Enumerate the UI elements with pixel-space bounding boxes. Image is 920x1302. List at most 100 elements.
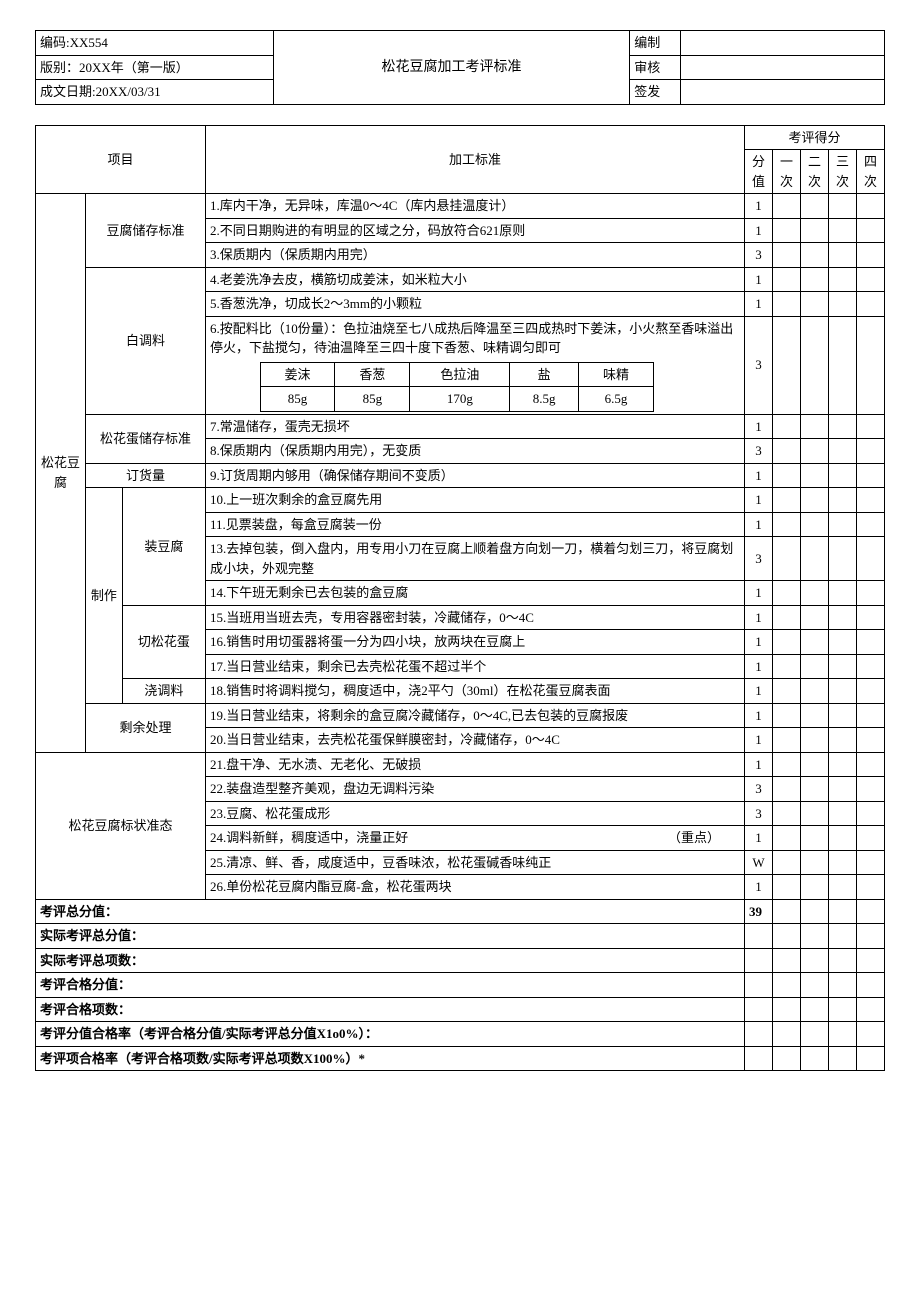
- row-score: 1: [755, 879, 762, 894]
- row-score: 1: [755, 683, 762, 698]
- summary-row: 考评合格项数：: [36, 997, 885, 1022]
- row-score: 3: [755, 781, 762, 796]
- row-score: 1: [755, 517, 762, 532]
- sum-rate1: 考评分值合格率（考评合格分值/实际考评总分值X1o0%）：: [40, 1026, 378, 1041]
- row-score: 1: [755, 830, 762, 845]
- group-cut-egg: 切松花蛋: [138, 634, 190, 649]
- group-tofu-storage: 豆腐储存标准: [106, 223, 184, 238]
- row-score: 1: [755, 659, 762, 674]
- row-score: 1: [755, 757, 762, 772]
- summary-row: 实际考评总分值：: [36, 924, 885, 949]
- edition: 版别：20XX年（第一版）: [40, 60, 189, 75]
- group-leftover: 剩余处理: [119, 720, 171, 735]
- row-score: 1: [755, 492, 762, 507]
- table-row: 松花豆腐 豆腐储存标准 1.库内干净，无异味，库温0～4C（库内悬挂温度计） 1: [36, 194, 885, 219]
- table-row: 白调料 4.老姜洗净去皮，横筋切成姜沫，如米粒大小 1: [36, 267, 885, 292]
- col-standard: 加工标准: [449, 152, 501, 167]
- group-std-state: 松花豆腐标状准态: [68, 818, 172, 833]
- col-t1: 一次: [780, 154, 793, 189]
- sum-rate2: 考评项合格率（考评合格项数/实际考评总项数X100%）*: [40, 1051, 365, 1066]
- row-score: 1: [755, 223, 762, 238]
- summary-row: 考评总分值： 39: [36, 899, 885, 924]
- ing-v: 85g: [288, 391, 308, 406]
- ing-v: 6.5g: [605, 391, 628, 406]
- compile-label: 编制: [634, 35, 660, 50]
- summary-row: 实际考评总项数：: [36, 948, 885, 973]
- main-category: 松花豆腐: [41, 455, 80, 490]
- review-label: 审核: [634, 60, 660, 75]
- row-score: 1: [755, 468, 762, 483]
- row-score: 1: [755, 610, 762, 625]
- row-text: 22.装盘造型整齐美观，盘边无调料污染: [210, 781, 434, 796]
- table-row: 松花蛋储存标准 7.常温储存，蛋壳无损坏 1: [36, 414, 885, 439]
- table-row: 松花豆腐标状准态 21.盘干净、无水渍、无老化、无破损 1: [36, 752, 885, 777]
- row-text: 20.当日营业结束，去壳松花蛋保鲜膜密封，冷藏储存，0～4C: [210, 732, 560, 747]
- row-score: 1: [755, 732, 762, 747]
- row-text: 17.当日营业结束，剩余已去壳松花蛋不超过半个: [210, 659, 486, 674]
- row-text: 16.销售时用切蛋器将蛋一分为四小块，放两块在豆腐上: [210, 634, 525, 649]
- row-score: 1: [755, 198, 762, 213]
- date: 成文日期:20XX/03/31: [40, 84, 161, 99]
- row-text: 18.销售时将调料搅匀，稠度适中，浇2平勺（30ml）在松花蛋豆腐表面: [210, 683, 610, 698]
- row-text: 2.不同日期购进的有明显的区域之分，码放符合621原则: [210, 223, 525, 238]
- summary-row: 考评合格分值：: [36, 973, 885, 998]
- row-text: 13.去掉包装，倒入盘内，用专用小刀在豆腐上顺着盘方向划一刀，横着匀划三刀，将豆…: [210, 541, 733, 576]
- row-text: 1.库内干净，无异味，库温0～4C（库内悬挂温度计）: [210, 198, 514, 213]
- row-text: 8.保质期内（保质期内用完），无变质: [210, 443, 421, 458]
- row-score: 3: [755, 443, 762, 458]
- row-text: 15.当班用当班去壳，专用容器密封装，冷藏储存，0～4C: [210, 610, 534, 625]
- table-row: 剩余处理 19.当日营业结束，将剩余的盒豆腐冷藏储存，0～4C,已去包装的豆腐报…: [36, 703, 885, 728]
- row-text: 10.上一班次剩余的盒豆腐先用: [210, 492, 382, 507]
- row-extra: （重点）: [668, 828, 740, 848]
- row-score: 3: [755, 551, 762, 566]
- row-text: 23.豆腐、松花蛋成形: [210, 806, 330, 821]
- table-row: 浇调料 18.销售时将调料搅匀，稠度适中，浇2平勺（30ml）在松花蛋豆腐表面 …: [36, 679, 885, 704]
- row-text: 7.常温储存，蛋壳无损坏: [210, 419, 350, 434]
- group-pour-sauce: 浇调料: [144, 683, 183, 698]
- row-text: 19.当日营业结束，将剩余的盒豆腐冷藏储存，0～4C,已去包装的豆腐报废: [210, 708, 628, 723]
- summary-row: 考评分值合格率（考评合格分值/实际考评总分值X1o0%）：: [36, 1022, 885, 1047]
- sign-label: 签发: [634, 84, 660, 99]
- sum-total-label: 考评总分值：: [40, 904, 118, 919]
- row-score: 3: [755, 357, 762, 372]
- sum-pass-items: 考评合格项数：: [40, 1002, 131, 1017]
- ing-h: 盐: [538, 367, 551, 382]
- table-row: 订货量 9.订货周期内够用（确保储存期间不变质） 1: [36, 463, 885, 488]
- row-text: 9.订货周期内够用（确保储存期间不变质）: [210, 468, 454, 483]
- ing-h: 味精: [603, 367, 629, 382]
- sum-actual-items: 实际考评总项数：: [40, 953, 144, 968]
- sum-actual-total: 实际考评总分值：: [40, 928, 144, 943]
- sum-total-val: 39: [749, 904, 762, 919]
- row-score: 1: [755, 296, 762, 311]
- col-project: 项目: [107, 152, 133, 167]
- col-fenzhi: 分值: [752, 154, 765, 189]
- row-score: 3: [755, 247, 762, 262]
- row-text: 25.清凉、鲜、香，咸度适中，豆香味浓，松花蛋碱香味纯正: [210, 855, 551, 870]
- table-row: 制作 装豆腐 10.上一班次剩余的盒豆腐先用 1: [36, 488, 885, 513]
- group-egg-storage: 松花蛋储存标准: [100, 431, 191, 446]
- main-table: 项目 加工标准 考评得分 分值 一次 二次 三次 四次 松花豆腐 豆腐储存标准 …: [35, 125, 885, 1072]
- row-score: 1: [755, 585, 762, 600]
- header-table: 编码:XX554 松花豆腐加工考评标准 编制 版别：20XX年（第一版） 审核 …: [35, 30, 885, 105]
- row-text: 14.下午班无剩余已去包装的盒豆腐: [210, 585, 408, 600]
- row-text: 26.单份松花豆腐内酯豆腐-盒，松花蛋两块: [210, 879, 452, 894]
- group-order-qty: 订货量: [126, 468, 165, 483]
- ing-v: 8.5g: [533, 391, 556, 406]
- row-text: 5.香葱洗净，切成长2～3mm的小颗粒: [210, 296, 422, 311]
- col-t2: 二次: [808, 154, 821, 189]
- row-score: W: [752, 855, 764, 870]
- ing-v: 170g: [447, 391, 473, 406]
- row-text: 24.调料新鲜，稠度适中，浇量正好: [210, 830, 408, 845]
- col-t4: 四次: [864, 154, 877, 189]
- score-header: 考评得分: [745, 125, 885, 150]
- table-row: 切松花蛋 15.当班用当班去壳，专用容器密封装，冷藏储存，0～4C 1: [36, 605, 885, 630]
- group-pack-tofu: 装豆腐: [144, 539, 183, 554]
- row-score: 3: [755, 806, 762, 821]
- row-score: 1: [755, 272, 762, 287]
- ing-v: 85g: [363, 391, 383, 406]
- row-text: 21.盘干净、无水渍、无老化、无破损: [210, 757, 421, 772]
- row-score: 1: [755, 419, 762, 434]
- row-score: 1: [755, 708, 762, 723]
- row-text: 11.见票装盘，每盒豆腐装一份: [210, 517, 382, 532]
- row-text: 3.保质期内（保质期内用完）: [210, 247, 376, 262]
